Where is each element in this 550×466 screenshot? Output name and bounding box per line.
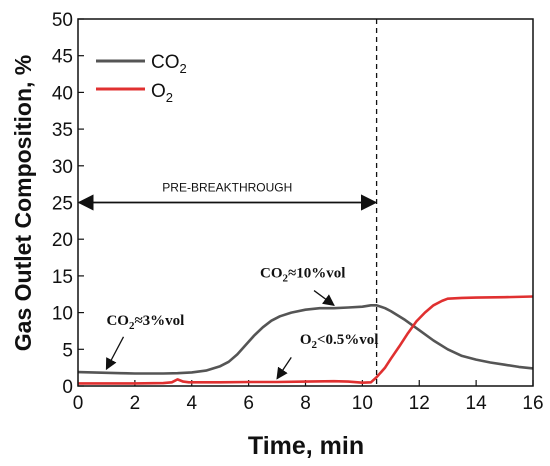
- y-tick-label: 5: [62, 340, 73, 361]
- y-tick-label: 20: [52, 230, 73, 251]
- x-tick-label: 10: [352, 393, 373, 414]
- series-line-co2: [77, 303, 534, 375]
- y-axis-title: Gas Outlet Composition, %: [10, 55, 36, 351]
- legend-label-o2: O2: [151, 81, 173, 105]
- tick-layer: 0 2 4 6 8 10 12 14 16 0 5 10 15 20 25 30 35 40 45 50: [52, 10, 544, 414]
- x-tick-label: 12: [409, 393, 430, 414]
- y-tick-label: 35: [52, 120, 73, 141]
- legend-label-co2: CO2: [151, 52, 187, 76]
- x-axis-title: Time, min: [248, 432, 364, 460]
- x-tick-label: 14: [466, 393, 488, 414]
- annotation-arrow-0: [105, 336, 125, 371]
- y-tick-label: 10: [52, 304, 73, 325]
- y-tick-label: 25: [52, 194, 73, 215]
- series-line-o2: [78, 295, 534, 385]
- legend: CO2 O2: [96, 52, 187, 105]
- x-tick-label: 2: [130, 393, 141, 414]
- y-tick-label: 50: [52, 10, 73, 31]
- series-layer: [77, 295, 534, 385]
- x-tick-label: 0: [73, 393, 84, 414]
- annotation-layer: PRE-BREAKTHROUGH CO2≈3%vol CO2≈10%vol O2<0.…: [77, 19, 379, 386]
- y-tick-label: 40: [52, 83, 73, 104]
- y-tick-label: 15: [52, 267, 73, 288]
- x-tick-label: 6: [243, 393, 254, 414]
- plot-frame: [77, 18, 534, 387]
- annotation-arrow-1: [313, 290, 335, 306]
- annotation-arrow-2: [276, 357, 292, 380]
- x-tick-label: 8: [300, 393, 311, 414]
- annotation-label-2: O2<0.5%vol: [300, 332, 379, 351]
- y-tick-label: 30: [52, 157, 73, 178]
- x-tick-label: 4: [186, 393, 197, 414]
- x-tick-label: 16: [522, 393, 543, 414]
- y-tick-label: 45: [52, 47, 73, 68]
- y-tick-label: 0: [62, 377, 73, 398]
- pre-breakthrough-label: PRE-BREAKTHROUGH: [162, 181, 292, 195]
- annotation-label-1: CO2≈10%vol: [260, 265, 345, 284]
- annotation-label-0: CO2≈3%vol: [106, 313, 184, 332]
